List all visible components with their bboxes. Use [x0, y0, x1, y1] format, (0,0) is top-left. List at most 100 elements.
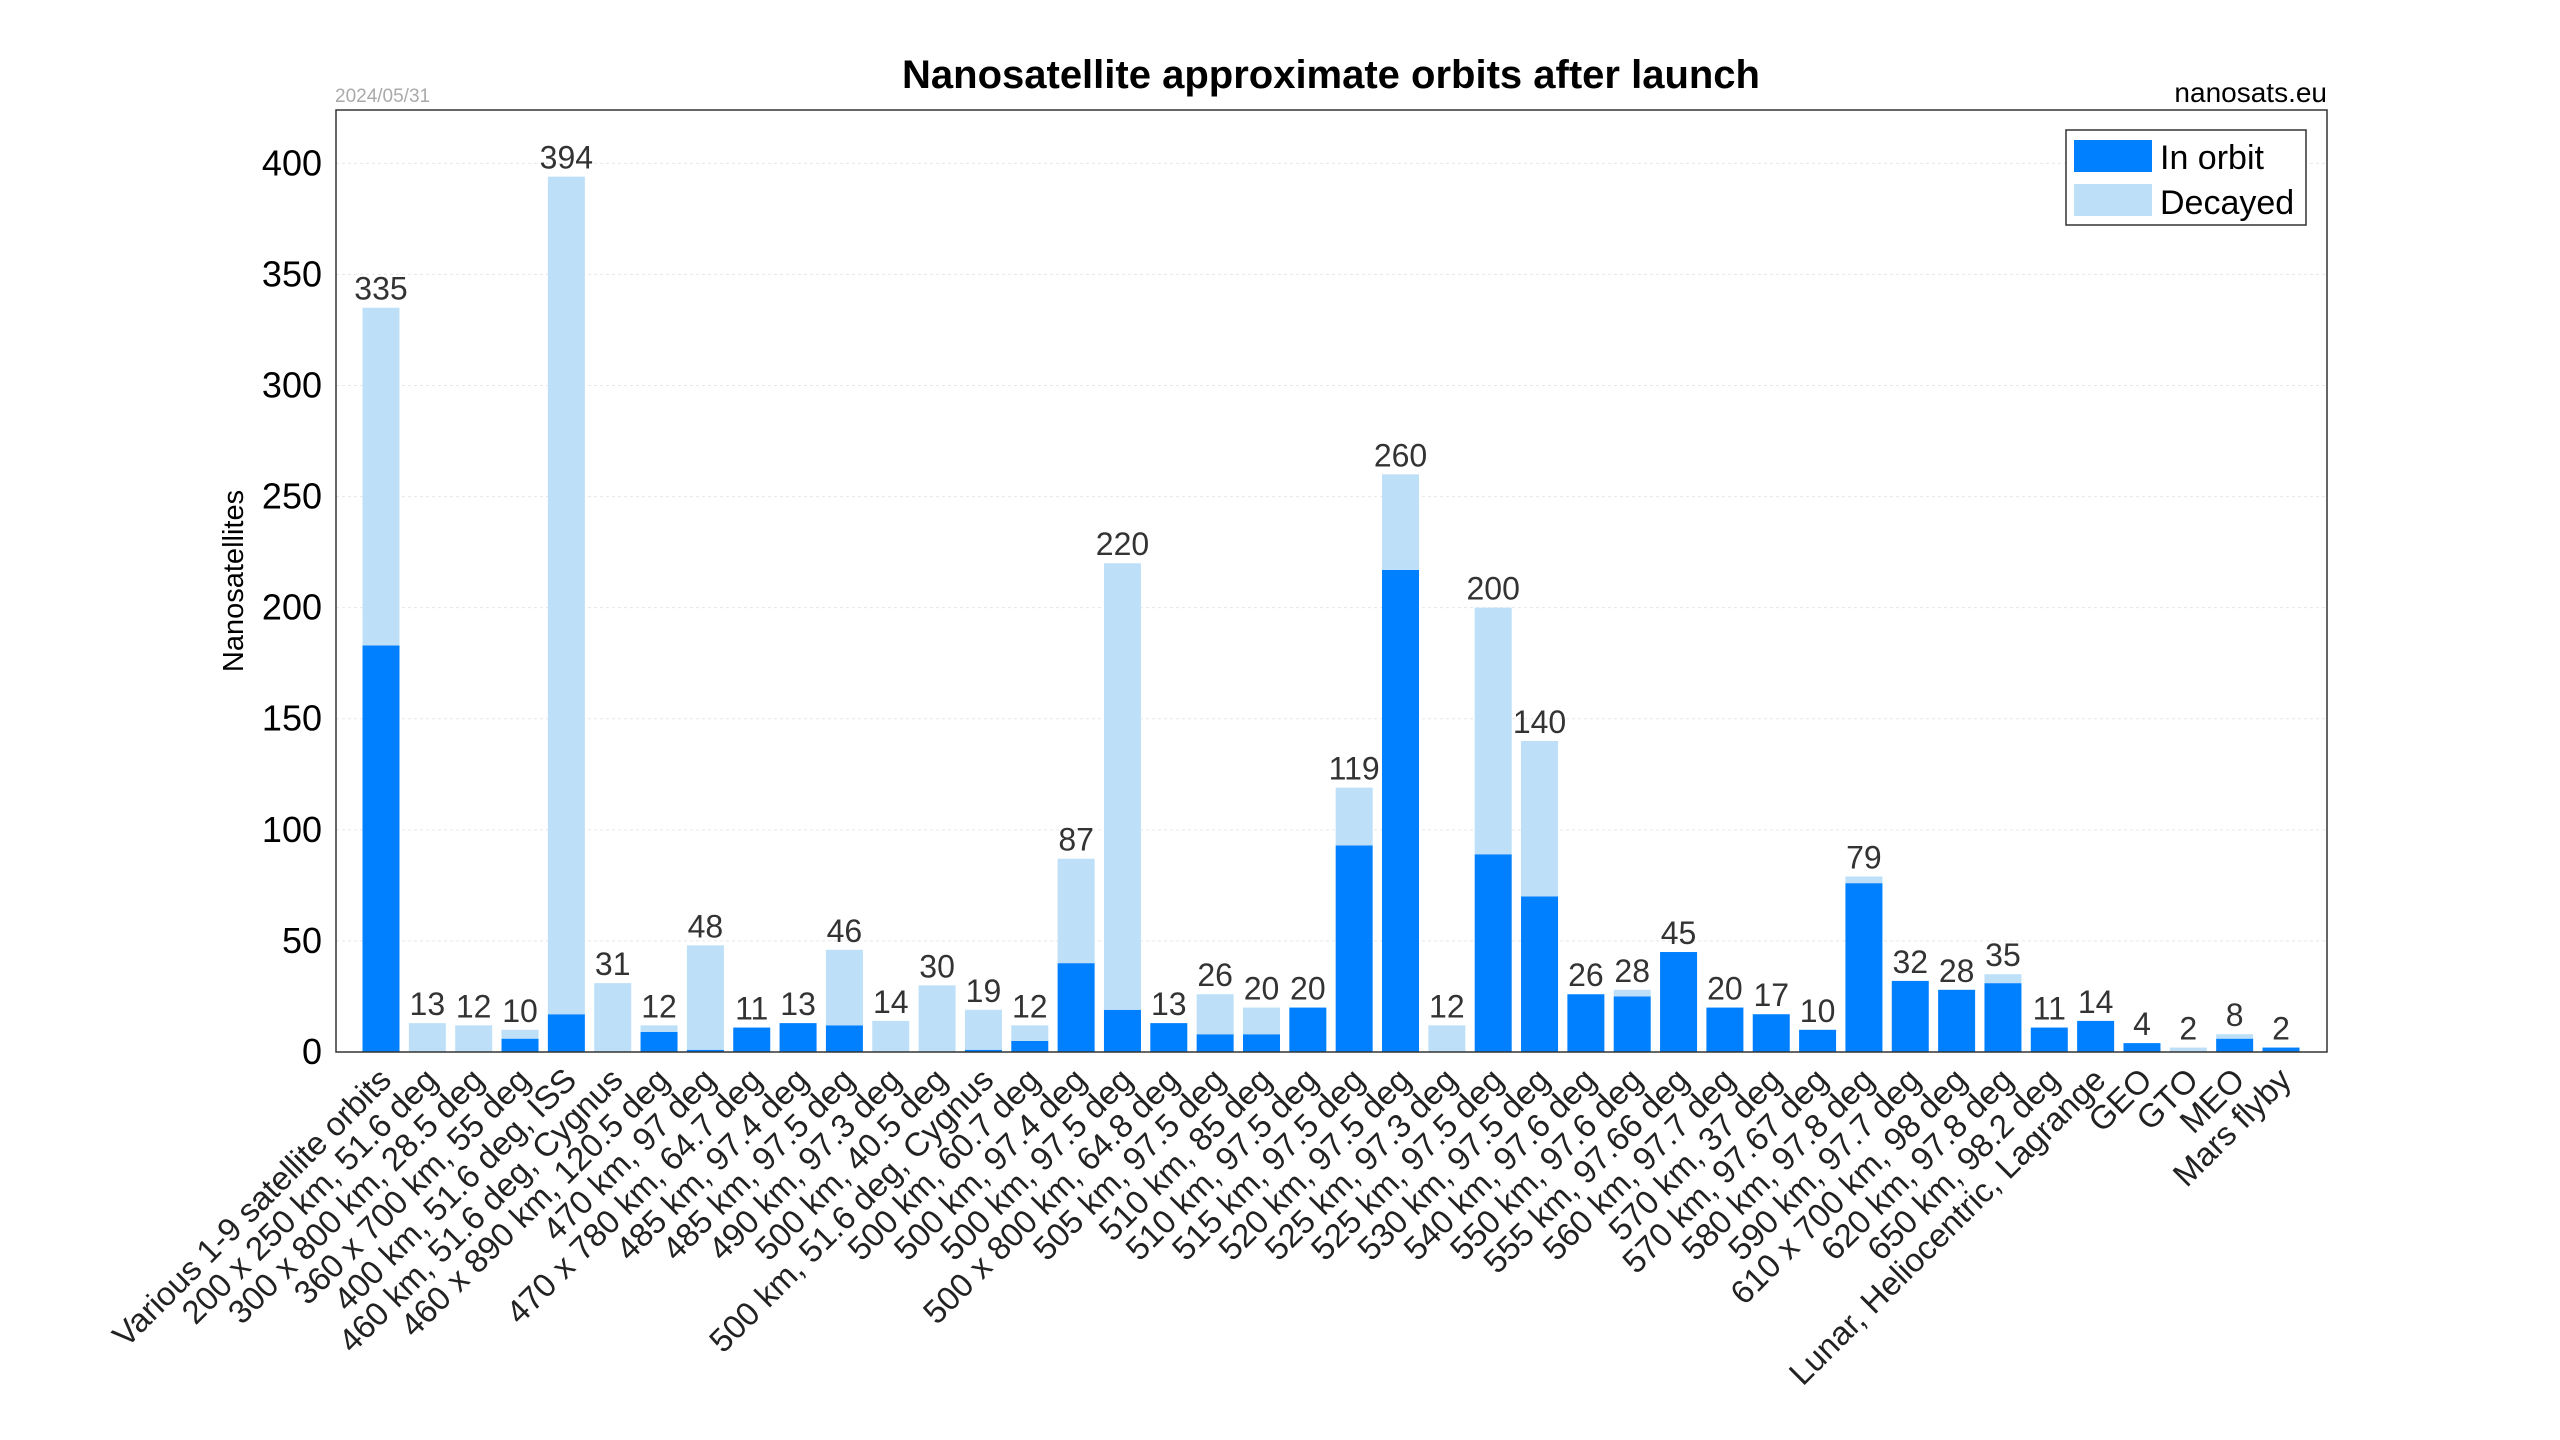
bar-total-label: 19 [966, 973, 1002, 1009]
bar-total-label: 32 [1892, 944, 1928, 980]
bar-decayed [362, 307, 400, 646]
bar-total-label: 87 [1058, 822, 1094, 858]
bar-decayed [872, 1020, 910, 1052]
bar-total-label: 31 [595, 946, 631, 982]
bar-in-orbit [1103, 1009, 1141, 1052]
bar-in-orbit [1196, 1034, 1234, 1052]
bar-decayed [2169, 1047, 2207, 1052]
bar-total-label: 12 [1429, 988, 1465, 1024]
bar-total-label: 14 [873, 984, 909, 1020]
bar-total-label: 35 [1985, 937, 2021, 973]
bar-total-label: 26 [1568, 957, 1604, 993]
legend-label-in-orbit: In orbit [2160, 139, 2264, 177]
bar-total-label: 4 [2133, 1006, 2151, 1042]
bar-decayed [964, 1009, 1002, 1050]
bar-decayed [1242, 1007, 1280, 1035]
bar-in-orbit [1242, 1034, 1280, 1052]
bar-in-orbit [1150, 1023, 1188, 1052]
legend: In orbit Decayed [2065, 129, 2307, 226]
bar-in-orbit [1752, 1014, 1790, 1052]
bar-total-label: 79 [1846, 839, 1882, 875]
bar-decayed [640, 1025, 678, 1033]
bar-total-label: 10 [502, 993, 538, 1029]
bar-in-orbit [1521, 896, 1559, 1052]
bar-in-orbit [640, 1032, 678, 1052]
bar-total-label: 13 [780, 986, 816, 1022]
bar-total-label: 140 [1513, 704, 1566, 740]
bar-in-orbit [1382, 569, 1420, 1052]
bar-in-orbit [1289, 1007, 1327, 1052]
bar-total-label: 20 [1707, 971, 1743, 1007]
bar-decayed [1057, 858, 1095, 964]
bar-in-orbit [779, 1023, 817, 1052]
bar-decayed [408, 1023, 446, 1052]
bar-total-label: 119 [1329, 751, 1380, 787]
bar-decayed [1335, 787, 1373, 846]
bar-decayed [1984, 974, 2022, 984]
bar-in-orbit [1799, 1029, 1837, 1052]
bar-decayed [1382, 474, 1420, 570]
legend-swatch-decayed [2074, 184, 2152, 216]
bar-total-label: 14 [2078, 984, 2114, 1020]
bar-total-label: 220 [1096, 526, 1149, 562]
chart-date: 2024/05/31 [335, 86, 430, 107]
bar-in-orbit [1660, 952, 1698, 1052]
bar-decayed [1103, 563, 1141, 1010]
y-tick-label: 200 [262, 587, 322, 628]
bar-in-orbit [1984, 983, 2022, 1052]
bar-decayed [594, 983, 632, 1052]
bar-in-orbit [2030, 1027, 2068, 1052]
bar-in-orbit [2123, 1043, 2161, 1052]
y-axis-label: Nanosatellites [218, 490, 250, 672]
y-tick-label: 150 [262, 698, 322, 739]
bar-total-label: 10 [1800, 993, 1836, 1029]
bar-decayed [1613, 989, 1651, 997]
bar-total-label: 12 [641, 988, 677, 1024]
bar-decayed [501, 1029, 539, 1039]
bar-in-orbit [1706, 1007, 1744, 1052]
bar-in-orbit [1335, 845, 1373, 1052]
y-tick-label: 350 [262, 253, 322, 294]
legend-label-decayed: Decayed [2160, 184, 2294, 222]
bar-in-orbit [501, 1038, 539, 1052]
bar-decayed [1428, 1025, 1466, 1052]
bar-total-label: 13 [410, 986, 446, 1022]
bar-total-label: 30 [919, 948, 955, 984]
bar-in-orbit [2077, 1020, 2115, 1052]
bar-in-orbit [1057, 963, 1095, 1052]
y-tick-label: 250 [262, 476, 322, 517]
bar-total-label: 12 [456, 988, 492, 1024]
bar-total-label: 8 [2226, 997, 2244, 1033]
bar-decayed [547, 176, 585, 1015]
legend-swatch-in-orbit [2074, 140, 2152, 172]
bar-decayed [1521, 740, 1559, 897]
chart-source: nanosats.eu [2174, 77, 2327, 108]
bar-in-orbit [1845, 883, 1883, 1052]
bar-total-label: 28 [1939, 953, 1975, 989]
bar-total-label: 26 [1197, 957, 1233, 993]
bar-in-orbit [362, 645, 400, 1052]
bar-in-orbit [1613, 996, 1651, 1052]
bar-in-orbit [1938, 989, 1976, 1052]
bar-in-orbit [1567, 994, 1605, 1052]
bar-total-label: 12 [1012, 988, 1048, 1024]
bar-total-label: 2 [2272, 1011, 2290, 1047]
bar-total-label: 13 [1151, 986, 1187, 1022]
bar-total-label: 20 [1244, 971, 1280, 1007]
bar-total-label: 260 [1374, 437, 1427, 473]
bar-decayed [918, 985, 956, 1052]
bar-total-label: 200 [1466, 571, 1519, 607]
bar-in-orbit [1011, 1040, 1049, 1052]
y-tick-label: 300 [262, 364, 322, 405]
bar-total-label: 335 [354, 271, 407, 307]
bar-decayed [825, 949, 863, 1026]
bar-in-orbit [1474, 854, 1512, 1052]
bar-decayed [1845, 876, 1883, 884]
bar-decayed [1011, 1025, 1049, 1041]
bar-decayed [2216, 1034, 2254, 1039]
bar-decayed [686, 945, 724, 1050]
bar-total-label: 45 [1661, 915, 1697, 951]
bar-total-label: 28 [1614, 953, 1650, 989]
bar-total-label: 17 [1753, 977, 1789, 1013]
